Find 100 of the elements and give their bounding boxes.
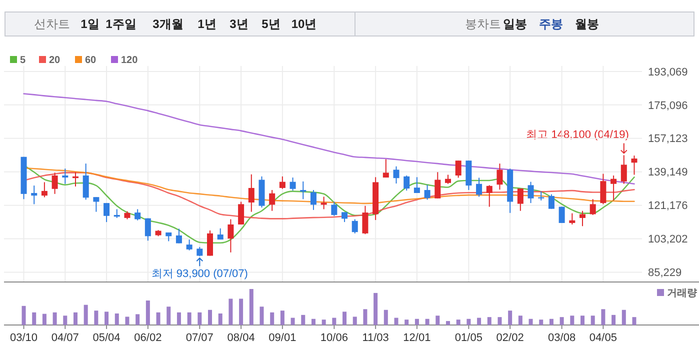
- candlestick: [580, 210, 586, 227]
- bar: [384, 310, 388, 325]
- candlestick: [62, 168, 68, 184]
- legend-label: 60: [85, 55, 97, 66]
- candlestick: [269, 190, 276, 212]
- candlestick: [600, 173, 606, 205]
- candlestick: [404, 174, 410, 192]
- candlestick: [610, 174, 617, 201]
- candlestick: [310, 190, 316, 210]
- candlestick: [569, 212, 576, 225]
- annotation: 최저 93,900 (07/07): [151, 268, 248, 280]
- bar: [52, 312, 57, 325]
- bar: [570, 316, 574, 325]
- bar: [580, 316, 585, 325]
- bar: [518, 316, 522, 325]
- bar: [239, 298, 244, 325]
- bar: [425, 318, 430, 325]
- bar: [498, 317, 502, 325]
- candlestick: [320, 196, 327, 210]
- bar: [436, 316, 440, 325]
- bar: [363, 309, 368, 325]
- bar: [136, 314, 140, 325]
- text: 월봉: [575, 17, 599, 31]
- bar: [342, 312, 347, 325]
- bar: [104, 312, 109, 325]
- x-tick-label: 11/03: [362, 332, 389, 344]
- candlestick: [290, 177, 296, 192]
- bar: [414, 318, 419, 325]
- bar: [114, 313, 119, 325]
- candlestick: [41, 182, 48, 198]
- x-tick-label: 01/05: [454, 332, 482, 344]
- text: 3개월: [152, 17, 184, 31]
- text: 5년: [262, 17, 280, 31]
- x-tick-label: 06/02: [134, 332, 162, 344]
- candlestick: [82, 163, 89, 200]
- bar: [311, 318, 316, 325]
- bar: [612, 314, 616, 325]
- candlestick: [517, 188, 524, 212]
- candlestick: [31, 185, 38, 205]
- bar: [208, 310, 212, 325]
- bar: [322, 320, 326, 325]
- candlestick: [393, 166, 400, 184]
- bar: [601, 309, 606, 325]
- text: 1주일: [106, 17, 136, 31]
- legend-label: 거래량: [667, 288, 697, 299]
- bar: [270, 312, 274, 325]
- candlestick: [631, 155, 638, 176]
- candlestick: [52, 172, 58, 194]
- candlestick: [455, 160, 462, 178]
- bar: [249, 289, 254, 325]
- bar: [352, 316, 357, 325]
- bar: [632, 317, 636, 325]
- candlestick: [144, 218, 151, 242]
- bar: [166, 306, 171, 325]
- candlestick: [196, 246, 203, 257]
- candlestick: [228, 218, 234, 253]
- candlestick: [444, 174, 451, 184]
- x-tick-label: 09/01: [268, 332, 296, 344]
- candlestick: [176, 228, 182, 244]
- bar: [187, 312, 192, 325]
- candlestick: [382, 158, 389, 178]
- candlestick: [548, 194, 554, 210]
- candlestick: [352, 218, 358, 234]
- bar: [549, 318, 554, 325]
- x-tick-label: 05/04: [92, 332, 120, 344]
- x-tick-label: 02/02: [496, 332, 524, 344]
- bar: [301, 314, 306, 325]
- text: 1년: [198, 17, 216, 31]
- bar: [63, 316, 68, 325]
- text: 일봉: [503, 17, 527, 31]
- candlestick: [134, 208, 141, 221]
- y-tick-label: 121,176: [648, 200, 688, 212]
- y-tick-label: 103,202: [648, 234, 688, 246]
- x-tick-label: 03/08: [548, 332, 576, 344]
- bar: [446, 321, 450, 325]
- legend-label: 5: [20, 55, 26, 66]
- legend-label: 20: [49, 55, 61, 66]
- y-tick-label: 157,123: [648, 133, 688, 146]
- bar: [487, 317, 492, 325]
- bar: [404, 320, 409, 325]
- bar: [508, 310, 512, 325]
- x-tick-label: 08/04: [227, 332, 255, 344]
- x-tick-label: 07/07: [186, 332, 214, 344]
- candlestick: [362, 205, 368, 235]
- candlestick: [496, 163, 503, 190]
- bar: [560, 317, 564, 325]
- candlestick: [620, 154, 627, 184]
- x-tick-label: 10/06: [320, 332, 348, 344]
- bar: [528, 318, 533, 325]
- y-tick-label: 175,096: [648, 100, 688, 112]
- text: 10년: [291, 17, 317, 31]
- candlestick: [590, 198, 596, 216]
- y-tick-label: 139,149: [648, 166, 688, 179]
- candlestick: [238, 201, 244, 225]
- bar: [290, 318, 295, 325]
- bar: [477, 318, 482, 325]
- bar: [146, 300, 150, 325]
- candlestick: [279, 176, 286, 190]
- bar: [156, 312, 160, 325]
- candlestick: [300, 180, 306, 200]
